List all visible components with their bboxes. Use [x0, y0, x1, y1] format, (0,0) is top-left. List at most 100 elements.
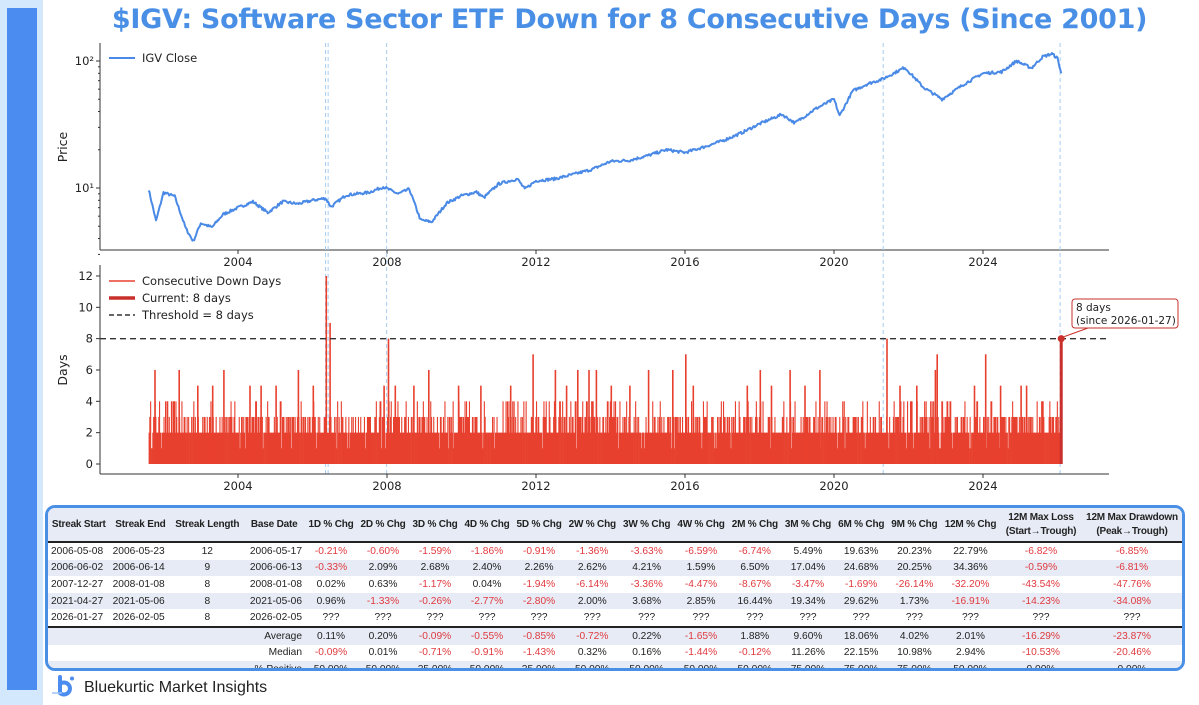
down-days-bar: [861, 416, 863, 464]
down-days-bar: [944, 432, 946, 464]
down-days-bar: [218, 432, 220, 464]
down-days-bar: [206, 416, 208, 464]
down-days-bar: [959, 432, 961, 464]
down-days-bar: [406, 432, 408, 464]
down-days-bar: [540, 432, 542, 464]
down-days-bar: [948, 416, 950, 464]
column-header: 3D % Chg: [409, 508, 462, 543]
down-days-bar: [745, 416, 747, 464]
down-days-bar: [630, 432, 632, 464]
down-days-bar: [871, 432, 873, 464]
down-days-bar: [456, 432, 458, 464]
down-days-bar: [1011, 416, 1013, 464]
down-days-bar: [328, 432, 330, 464]
down-days-bar: [385, 432, 387, 464]
down-days-bar: [258, 416, 260, 464]
down-days-bar: [1046, 432, 1048, 464]
down-days-bar: [225, 432, 227, 464]
down-days-bar: [768, 416, 770, 464]
down-days-bar: [775, 432, 777, 464]
table-cell: -3.36%: [630, 578, 663, 590]
down-days-bar: [591, 401, 593, 464]
down-days-bar: [311, 416, 313, 464]
down-days-bar: [971, 432, 973, 464]
down-days-bar: [598, 432, 600, 464]
down-days-bar: [1047, 432, 1049, 464]
down-days-bar: [443, 432, 445, 464]
down-days-bar: [823, 432, 825, 464]
spike-bar: [197, 385, 199, 464]
down-days-bar: [714, 432, 716, 464]
down-days-bar: [544, 416, 546, 464]
table-row: 2006-06-02 2006-06-14 9 2006-06-13 -0.33% 2.0…: [48, 559, 1182, 577]
down-days-bar: [699, 432, 701, 464]
down-days-bar: [780, 432, 782, 464]
down-days-bar: [396, 416, 398, 464]
table-cell: -20.46%: [1113, 647, 1151, 659]
down-days-bar: [571, 432, 573, 464]
down-days-bar: [829, 432, 831, 464]
down-days-bar: [470, 432, 472, 464]
down-days-bar: [1013, 416, 1015, 464]
down-days-bar: [523, 401, 525, 464]
down-days-bar: [279, 401, 281, 464]
down-days-bar: [274, 432, 276, 464]
down-days-bar: [288, 416, 290, 464]
down-days-bar: [1056, 401, 1058, 464]
spike-bar: [819, 369, 821, 464]
down-days-bar: [576, 448, 578, 464]
down-days-bar: [821, 416, 823, 464]
down-days-bar: [897, 416, 899, 464]
table-cell: 50.00%: [673, 661, 729, 668]
table-cell: 2.85%: [673, 592, 729, 610]
down-days-bar: [358, 432, 360, 464]
down-days-bar: [403, 432, 405, 464]
table-cell: ???: [1032, 612, 1050, 624]
table-cell: 50.00%: [357, 661, 410, 668]
down-days-bar: [951, 448, 953, 464]
down-days-bar: [437, 432, 439, 464]
down-days-bar: [575, 401, 577, 464]
down-days-bar: [691, 401, 693, 464]
down-days-bar: [303, 416, 305, 464]
side-decoration-bar: [7, 8, 37, 690]
down-days-bar: [679, 416, 681, 464]
down-days-bar: [785, 432, 787, 464]
table-cell: 2026-01-27: [51, 612, 104, 624]
down-days-bar: [159, 432, 161, 464]
down-days-bar: [694, 416, 696, 464]
down-days-bar: [711, 416, 713, 464]
down-days-bar: [563, 416, 565, 464]
down-days-bar: [200, 432, 202, 464]
table-cell: 2.26%: [513, 559, 566, 577]
spike-bar: [804, 385, 806, 464]
y-axis-label: Price: [55, 131, 70, 162]
down-days-bar: [912, 432, 914, 464]
table-cell: 12: [201, 545, 213, 557]
spike-bar: [1025, 385, 1028, 464]
table-cell: 9.60%: [781, 625, 835, 645]
spike-bar: [934, 369, 937, 464]
table-cell: 25.00%: [409, 661, 462, 668]
down-days-bar: [235, 432, 237, 464]
down-days-bar: [951, 432, 953, 464]
y-axis-label: Days: [55, 354, 70, 385]
down-days-bar: [431, 416, 433, 464]
down-days-bar: [334, 416, 336, 464]
table-cell: 0.63%: [368, 578, 398, 590]
down-days-bar: [571, 416, 573, 464]
down-days-bar: [939, 448, 941, 464]
down-days-bar: [732, 416, 734, 464]
table-cell: -1.94%: [522, 578, 556, 590]
down-days-bar: [206, 432, 208, 464]
table-cell: -0.91%: [522, 545, 556, 557]
down-days-bar: [901, 432, 903, 464]
down-days-bar: [650, 432, 652, 464]
down-days-bar: [1019, 432, 1021, 464]
down-days-bar: [462, 432, 464, 464]
down-days-bar: [581, 416, 583, 464]
down-days-bar: [866, 432, 868, 464]
down-days-bar: [479, 432, 481, 464]
down-days-bar: [1024, 432, 1026, 464]
